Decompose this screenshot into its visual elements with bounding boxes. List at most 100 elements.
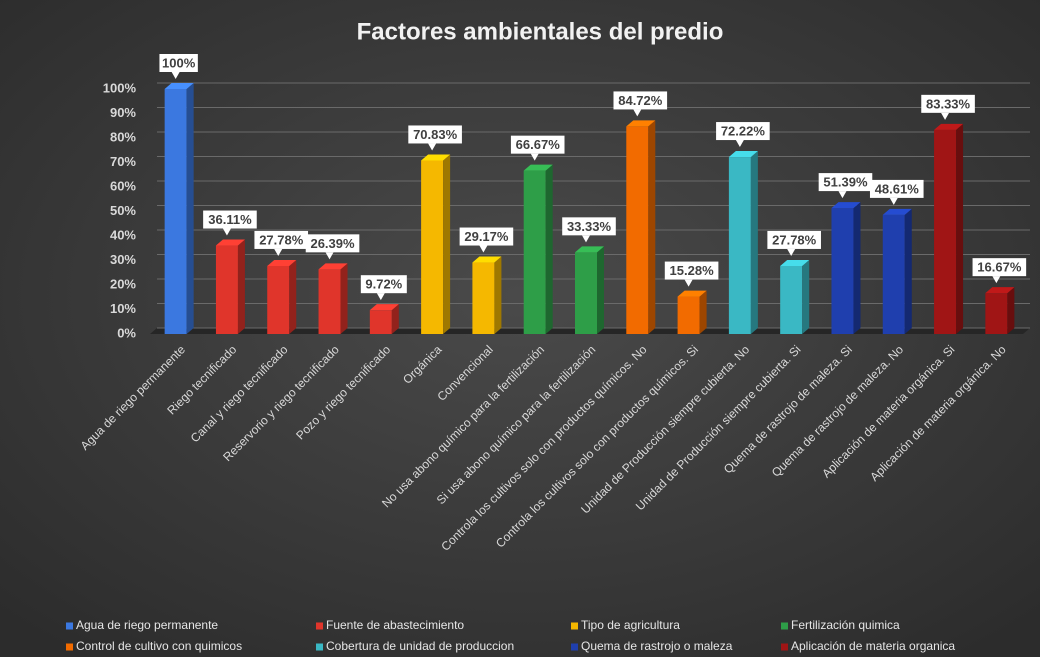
bar-front bbox=[523, 170, 546, 334]
legend-swatch bbox=[571, 622, 578, 630]
value-label-box bbox=[510, 135, 565, 154]
value-label: 51.39% bbox=[823, 175, 868, 190]
bar bbox=[318, 263, 348, 334]
value-label-box bbox=[159, 54, 198, 72]
legend-swatch bbox=[781, 622, 788, 630]
bar-front bbox=[575, 252, 597, 334]
legend-label: Fertilización quimica bbox=[791, 618, 900, 632]
value-label-pointer bbox=[941, 112, 950, 120]
value-label: 9.72% bbox=[365, 277, 402, 292]
bar-side bbox=[340, 263, 348, 334]
y-tick-label: 10% bbox=[110, 301, 136, 316]
bar bbox=[728, 151, 758, 334]
bar-top bbox=[215, 239, 245, 246]
bar-top bbox=[267, 259, 297, 266]
legend-label: Quema de rastrojo o maleza bbox=[581, 639, 733, 653]
bar bbox=[523, 164, 553, 334]
legend-label: Agua de riego permanente bbox=[76, 618, 218, 632]
value-label-pointer bbox=[222, 228, 231, 236]
bar-side bbox=[904, 208, 912, 334]
bar bbox=[267, 259, 297, 334]
value-label-pointer bbox=[325, 252, 334, 260]
value-label-pointer bbox=[479, 245, 488, 253]
legend-label: Fuente de abastecimiento bbox=[326, 618, 464, 632]
value-label: 15.28% bbox=[670, 263, 715, 278]
bar-front bbox=[831, 208, 854, 334]
value-label-pointer bbox=[735, 140, 744, 148]
bar-front bbox=[985, 293, 1008, 334]
bar bbox=[677, 290, 707, 334]
bar-side bbox=[545, 164, 553, 334]
bar-side bbox=[494, 256, 502, 334]
value-label-pointer bbox=[684, 279, 693, 287]
bar-side bbox=[237, 239, 245, 334]
bar bbox=[164, 83, 194, 334]
bar-front bbox=[215, 245, 238, 334]
bar bbox=[472, 256, 502, 334]
bar bbox=[780, 259, 810, 334]
y-tick-label: 40% bbox=[110, 227, 136, 242]
bar bbox=[575, 246, 604, 334]
bar bbox=[369, 304, 399, 334]
bar bbox=[215, 239, 245, 334]
bar-front bbox=[626, 126, 649, 334]
bar-side bbox=[853, 202, 861, 334]
y-tick-label: 50% bbox=[110, 203, 136, 218]
bar-side bbox=[699, 290, 707, 334]
value-label-box bbox=[360, 275, 407, 294]
value-label-pointer bbox=[582, 235, 590, 243]
legend-swatch bbox=[66, 643, 73, 651]
value-label-box bbox=[972, 258, 1027, 277]
value-label-box bbox=[664, 261, 719, 280]
bar-front bbox=[164, 89, 187, 334]
legend-swatch bbox=[316, 643, 323, 651]
bar-front bbox=[728, 157, 751, 334]
legend-label: Control de cultivo con quimicos bbox=[76, 639, 242, 653]
value-label-pointer bbox=[787, 248, 796, 256]
bar-top bbox=[575, 246, 604, 253]
value-label-box bbox=[869, 179, 924, 198]
value-label-box bbox=[254, 230, 309, 249]
value-label-pointer bbox=[171, 72, 180, 79]
bar-top bbox=[523, 164, 553, 171]
value-label-pointer bbox=[889, 197, 898, 205]
value-label-pointer bbox=[428, 143, 437, 151]
value-label: 48.61% bbox=[875, 181, 920, 196]
bar bbox=[882, 208, 912, 334]
bar-front bbox=[780, 265, 803, 334]
bar bbox=[831, 202, 861, 334]
value-label-box bbox=[305, 234, 360, 253]
bar-top bbox=[882, 208, 912, 215]
bar-top bbox=[626, 120, 656, 127]
value-label: 72.22% bbox=[721, 123, 766, 138]
value-label-pointer bbox=[633, 109, 642, 117]
value-label-box bbox=[562, 217, 616, 236]
value-label: 16.67% bbox=[977, 260, 1022, 275]
legend-swatch bbox=[571, 643, 578, 651]
value-label: 66.67% bbox=[516, 137, 561, 152]
bar-front bbox=[677, 296, 700, 334]
value-label: 26.39% bbox=[310, 236, 355, 251]
bar-top bbox=[677, 290, 707, 297]
bar-top bbox=[369, 304, 399, 311]
legend-swatch bbox=[781, 643, 788, 651]
legend-label: Aplicación de materia organica bbox=[791, 639, 955, 653]
y-tick-label: 60% bbox=[110, 178, 136, 193]
y-tick-label: 70% bbox=[110, 154, 136, 169]
bar-front bbox=[472, 262, 495, 334]
bar-side bbox=[956, 123, 964, 335]
bar-side bbox=[1007, 287, 1015, 334]
value-label: 83.33% bbox=[926, 96, 971, 111]
bar bbox=[626, 120, 656, 334]
value-label-box bbox=[921, 94, 975, 113]
bar-top bbox=[318, 263, 348, 270]
bar-top bbox=[831, 202, 861, 209]
value-label: 27.78% bbox=[772, 232, 817, 247]
value-label-box bbox=[716, 122, 770, 141]
bar-side bbox=[802, 259, 810, 334]
bar-side bbox=[391, 304, 399, 334]
bar-side bbox=[186, 83, 194, 334]
value-label: 33.33% bbox=[567, 219, 612, 234]
bar-front bbox=[421, 160, 444, 334]
